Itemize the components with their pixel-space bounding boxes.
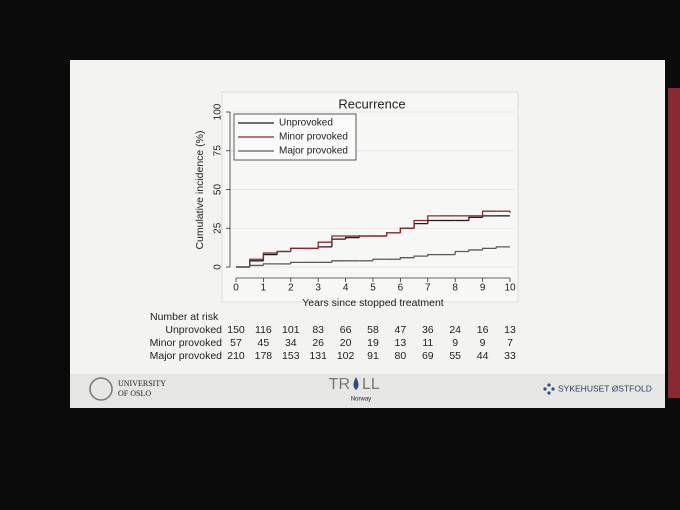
risk-count: 83 <box>312 324 324 336</box>
x-tick-label: 9 <box>480 283 486 294</box>
next-screen-edge <box>668 88 680 398</box>
hospital-name: SYKEHUSET ØSTFOLD <box>558 383 652 393</box>
y-tick-label: 25 <box>213 222 224 234</box>
risk-count: 16 <box>477 324 489 336</box>
risk-count: 131 <box>309 350 327 362</box>
x-tick-label: 4 <box>343 283 349 294</box>
logo-text: LL <box>362 376 380 393</box>
risk-count: 150 <box>227 324 245 336</box>
risk-count: 13 <box>395 337 407 349</box>
y-tick-label: 100 <box>213 103 224 120</box>
series-line <box>236 210 511 268</box>
step-segment <box>427 253 442 257</box>
risk-count: 102 <box>337 350 355 362</box>
risk-count: 47 <box>395 324 407 336</box>
x-tick-label: 2 <box>288 283 294 294</box>
x-tick-label: 8 <box>452 283 458 294</box>
risk-count: 80 <box>395 350 407 362</box>
step-segment <box>249 264 264 267</box>
risk-count: 58 <box>367 324 379 336</box>
step-segment <box>262 263 278 266</box>
risk-count: 210 <box>227 350 245 362</box>
risk-count: 13 <box>504 324 516 336</box>
step-segment <box>399 227 415 233</box>
university-name: OF OSLO <box>118 389 151 398</box>
step-segment <box>413 255 428 258</box>
step-segment <box>290 261 305 264</box>
logo-subtitle: Norway <box>351 397 371 403</box>
y-axis-label: Cumulative incidence (%) <box>194 130 206 249</box>
step-segment <box>454 250 469 255</box>
step-segment <box>495 246 510 249</box>
risk-count: 7 <box>507 337 513 349</box>
x-tick-label: 6 <box>398 283 404 294</box>
risk-count: 36 <box>422 324 434 336</box>
risk-row-label: Minor provoked <box>150 337 223 349</box>
footer-band <box>70 374 665 408</box>
step-segment <box>481 210 497 216</box>
x-tick-label: 1 <box>261 283 267 294</box>
risk-count: 57 <box>230 337 242 349</box>
x-tick-label: 10 <box>504 283 516 294</box>
risk-count: 153 <box>282 350 300 362</box>
hospital-icon <box>543 383 555 395</box>
step-segment <box>372 258 387 261</box>
risk-row-label: Unprovoked <box>165 324 222 336</box>
legend-label: Unprovoked <box>279 118 333 129</box>
step-segment <box>331 260 346 263</box>
step-segment <box>262 252 278 260</box>
risk-count: 26 <box>312 337 324 349</box>
risk-count: 55 <box>449 350 461 362</box>
step-segment <box>331 235 346 243</box>
risk-count: 178 <box>255 350 273 362</box>
risk-count: 24 <box>449 324 461 336</box>
x-tick-label: 5 <box>370 283 376 294</box>
logo-text: TR <box>329 376 350 393</box>
risk-count: 116 <box>255 324 272 336</box>
risk-row-label: Major provoked <box>150 350 223 362</box>
university-seal <box>89 377 113 401</box>
step-segment <box>290 247 305 252</box>
legend-label: Minor provoked <box>279 132 348 143</box>
step-segment <box>317 241 332 249</box>
series-line <box>236 246 510 268</box>
step-segment <box>468 249 483 252</box>
legend-label: Major provoked <box>279 146 348 157</box>
logo-drop <box>353 377 359 390</box>
risk-count: 11 <box>422 337 433 349</box>
risk-count: 20 <box>340 337 352 349</box>
y-tick-label: 0 <box>213 264 224 270</box>
step-segment <box>276 250 291 254</box>
step-segment <box>468 216 483 221</box>
step-segment <box>386 232 401 236</box>
university-name: UNIVERSITY <box>118 379 166 388</box>
x-tick-label: 3 <box>315 283 321 294</box>
x-axis-label: Years since stopped treatment <box>302 297 444 309</box>
risk-count: 66 <box>340 324 352 336</box>
step-segment <box>344 236 360 240</box>
y-tick-label: 50 <box>213 184 224 196</box>
y-tick-label: 75 <box>213 145 224 157</box>
step-segment <box>413 219 428 229</box>
x-tick-label: 7 <box>425 283 431 294</box>
step-segment <box>481 247 497 250</box>
step-segment <box>399 257 415 260</box>
risk-count: 19 <box>367 337 379 349</box>
risk-count: 91 <box>367 350 379 362</box>
risk-count: 33 <box>504 350 516 362</box>
step-segment <box>427 215 442 221</box>
risk-count: 45 <box>258 337 270 349</box>
x-tick-label: 0 <box>233 283 239 294</box>
risk-count: 44 <box>477 350 489 362</box>
risk-count: 101 <box>282 324 300 336</box>
risk-count: 9 <box>452 337 458 349</box>
chart-title: Recurrence <box>338 96 405 111</box>
risk-count: 69 <box>422 350 434 362</box>
risk-count: 34 <box>285 337 297 349</box>
risk-table-title: Number at risk <box>150 311 219 323</box>
step-segment <box>249 258 264 267</box>
risk-count: 9 <box>480 337 486 349</box>
